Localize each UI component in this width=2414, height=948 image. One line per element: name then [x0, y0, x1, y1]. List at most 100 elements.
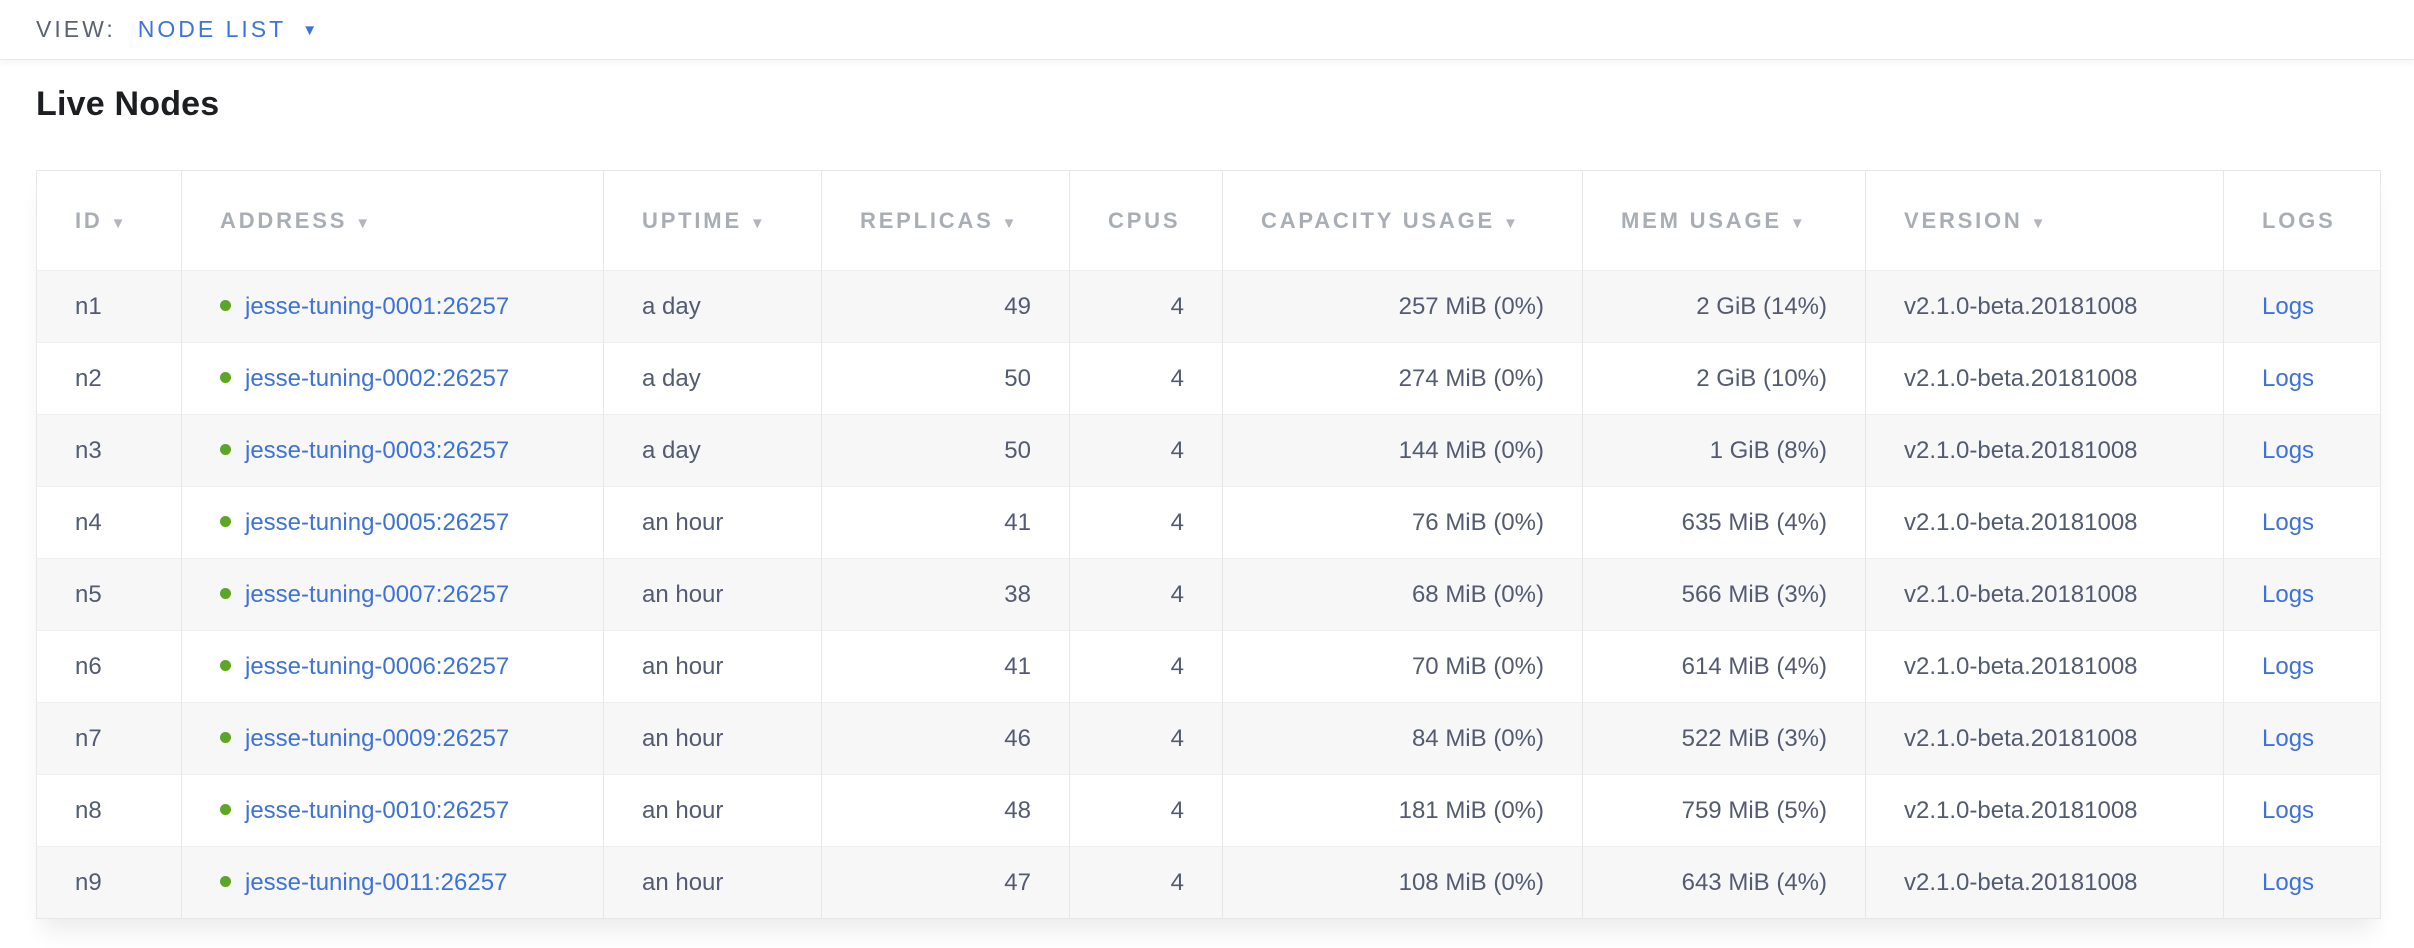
address-link[interactable]: jesse-tuning-0002:26257: [245, 364, 510, 392]
cell-uptime: an hour: [603, 846, 822, 919]
cell-address: jesse-tuning-0009:26257: [181, 702, 604, 775]
logs-link[interactable]: Logs: [2262, 580, 2315, 608]
address-link[interactable]: jesse-tuning-0007:26257: [245, 580, 510, 608]
cell-cpus: 4: [1069, 702, 1223, 775]
logs-link[interactable]: Logs: [2262, 436, 2315, 464]
cell-version: v2.1.0-beta.20181008: [1865, 342, 2224, 415]
column-header-label: CAPACITY USAGE: [1261, 207, 1495, 233]
cell-logs: Logs: [2223, 558, 2381, 631]
cell-logs: Logs: [2223, 486, 2381, 559]
column-header-label: ID: [75, 207, 103, 233]
cell-uptime: an hour: [603, 702, 822, 775]
cell-cpus: 4: [1069, 414, 1223, 487]
cell-mem-usage: 566 MiB (3%): [1582, 558, 1866, 631]
logs-link[interactable]: Logs: [2262, 292, 2315, 320]
column-header-address[interactable]: ADDRESS ▼: [181, 170, 604, 271]
address-link[interactable]: jesse-tuning-0006:26257: [245, 652, 510, 680]
logs-link[interactable]: Logs: [2262, 868, 2315, 896]
cell-logs: Logs: [2223, 846, 2381, 919]
address-link[interactable]: jesse-tuning-0005:26257: [245, 508, 510, 536]
table-row: n1 jesse-tuning-0001:26257 a day 49 4 25…: [36, 270, 2381, 343]
main-content: Live Nodes ID ▼ ADDRESS ▼ UPTIME ▼ REPLICAS…: [0, 60, 2414, 919]
cell-version: v2.1.0-beta.20181008: [1865, 846, 2224, 919]
cell-mem-usage: 643 MiB (4%): [1582, 846, 1866, 919]
sort-descending-icon: ▼: [355, 214, 373, 232]
cell-version: v2.1.0-beta.20181008: [1865, 774, 2224, 847]
address-link[interactable]: jesse-tuning-0001:26257: [245, 292, 510, 320]
cell-address: jesse-tuning-0011:26257: [181, 846, 604, 919]
cell-replicas: 41: [821, 630, 1070, 703]
column-header-id[interactable]: ID ▼: [36, 170, 182, 271]
cell-cpus: 4: [1069, 270, 1223, 343]
cell-mem-usage: 522 MiB (3%): [1582, 702, 1866, 775]
sort-descending-icon: ▼: [1502, 214, 1521, 232]
cell-node-id: n2: [75, 364, 102, 392]
cell-logs: Logs: [2223, 342, 2381, 415]
node-table-body: n1 jesse-tuning-0001:26257 a day 49 4 25…: [36, 270, 2381, 919]
cell-logs: Logs: [2223, 414, 2381, 487]
column-header-cpus: CPUS: [1069, 170, 1223, 271]
cell-mem-usage: 2 GiB (14%): [1582, 270, 1866, 343]
column-header-replicas[interactable]: REPLICAS ▼: [821, 170, 1070, 271]
cell-logs: Logs: [2223, 630, 2381, 703]
cell-logs: Logs: [2223, 702, 2381, 775]
address-link[interactable]: jesse-tuning-0010:26257: [245, 796, 510, 824]
cell-capacity-usage: 70 MiB (0%): [1222, 630, 1583, 703]
cell-capacity-usage: 144 MiB (0%): [1222, 414, 1583, 487]
cell-uptime: an hour: [603, 558, 822, 631]
node-live-status-icon: [220, 299, 231, 311]
table-row: n8 jesse-tuning-0010:26257 an hour 48 4 …: [36, 774, 2381, 847]
address-link[interactable]: jesse-tuning-0009:26257: [245, 724, 510, 752]
cell-node-id: n5: [75, 580, 102, 608]
column-header-logs: LOGS: [2223, 170, 2381, 271]
cell-capacity-usage: 257 MiB (0%): [1222, 270, 1583, 343]
column-header-uptime[interactable]: UPTIME ▼: [603, 170, 822, 271]
column-header-label: REPLICAS: [860, 207, 994, 233]
logs-link[interactable]: Logs: [2262, 508, 2315, 536]
table-row: n3 jesse-tuning-0003:26257 a day 50 4 14…: [36, 414, 2381, 487]
view-selected-value: NODE LIST: [137, 16, 287, 42]
node-live-status-icon: [220, 875, 231, 887]
address-link[interactable]: jesse-tuning-0003:26257: [245, 436, 510, 464]
cell-version: v2.1.0-beta.20181008: [1865, 702, 2224, 775]
table-row: n4 jesse-tuning-0005:26257 an hour 41 4 …: [36, 486, 2381, 559]
view-label: VIEW:: [36, 16, 116, 42]
cell-mem-usage: 614 MiB (4%): [1582, 630, 1866, 703]
view-bar: VIEW: NODE LIST ▼: [0, 0, 2414, 60]
cell-uptime: an hour: [603, 486, 822, 559]
node-live-status-icon: [220, 803, 231, 815]
logs-link[interactable]: Logs: [2262, 724, 2315, 752]
cell-version: v2.1.0-beta.20181008: [1865, 486, 2224, 559]
dropdown-caret-icon: ▼: [302, 22, 318, 39]
node-live-status-icon: [220, 587, 231, 599]
view-selector-dropdown[interactable]: NODE LIST ▼: [138, 16, 317, 43]
table-row: n6 jesse-tuning-0006:26257 an hour 41 4 …: [36, 630, 2381, 703]
cell-capacity-usage: 68 MiB (0%): [1222, 558, 1583, 631]
node-live-status-icon: [220, 443, 231, 455]
sort-descending-icon: ▼: [110, 214, 129, 232]
column-header-capacity[interactable]: CAPACITY USAGE ▼: [1222, 170, 1583, 271]
cell-cpus: 4: [1069, 558, 1223, 631]
column-header-label: VERSION: [1904, 207, 2023, 233]
column-header-version[interactable]: VERSION ▼: [1865, 170, 2224, 271]
cell-node-id: n1: [75, 292, 102, 320]
cell-uptime: a day: [603, 414, 822, 487]
logs-link[interactable]: Logs: [2262, 796, 2315, 824]
column-header-label: CPUS: [1108, 207, 1181, 233]
cell-address: jesse-tuning-0007:26257: [181, 558, 604, 631]
cell-mem-usage: 2 GiB (10%): [1582, 342, 1866, 415]
table-row: n7 jesse-tuning-0009:26257 an hour 46 4 …: [36, 702, 2381, 775]
cell-uptime: an hour: [603, 630, 822, 703]
logs-link[interactable]: Logs: [2262, 652, 2315, 680]
cell-uptime: a day: [603, 270, 822, 343]
logs-link[interactable]: Logs: [2262, 364, 2315, 392]
cell-replicas: 47: [821, 846, 1070, 919]
cell-capacity-usage: 274 MiB (0%): [1222, 342, 1583, 415]
sort-descending-icon: ▼: [1001, 214, 1020, 232]
cell-capacity-usage: 76 MiB (0%): [1222, 486, 1583, 559]
column-header-label: MEM USAGE: [1621, 207, 1782, 233]
column-header-label: UPTIME: [642, 207, 742, 233]
column-header-mem[interactable]: MEM USAGE ▼: [1582, 170, 1866, 271]
cell-capacity-usage: 108 MiB (0%): [1222, 846, 1583, 919]
address-link[interactable]: jesse-tuning-0011:26257: [245, 868, 508, 896]
